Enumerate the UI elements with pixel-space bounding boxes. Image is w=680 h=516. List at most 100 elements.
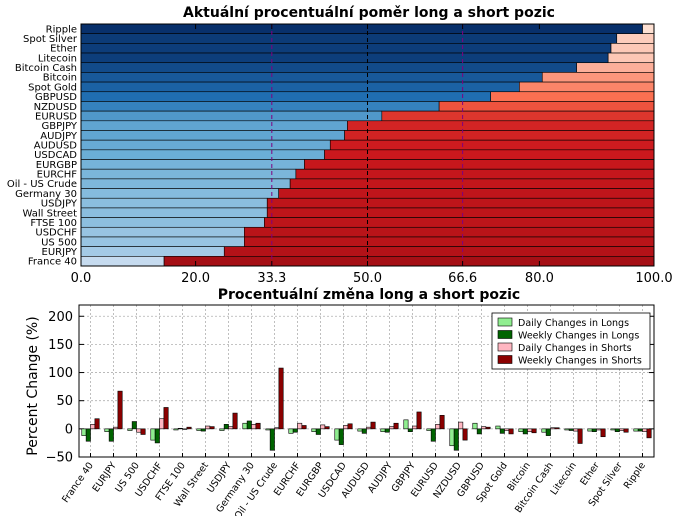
change-bar [150, 428, 156, 441]
change-bar [370, 421, 376, 430]
legend-swatch [497, 330, 513, 339]
y-tick-label: 100 [48, 366, 73, 381]
change-bar [334, 428, 340, 441]
short-bar [438, 101, 655, 112]
long-bar [80, 72, 543, 83]
change-bar [297, 422, 303, 430]
short-bar [329, 139, 655, 151]
change-bar [495, 425, 501, 430]
category-label: France 40 [28, 257, 77, 268]
change-bar [292, 428, 298, 433]
change-bar [140, 428, 146, 435]
long-bar [80, 23, 643, 34]
short-bar [278, 188, 655, 199]
chart2-ylabel: Percent Change (%) [25, 316, 41, 455]
change-bar [182, 428, 188, 430]
long-bar [80, 81, 520, 93]
x-tick-label: 50.0 [353, 271, 382, 286]
x-tick-label: 33.3 [257, 271, 286, 286]
short-bar [381, 110, 655, 122]
x-category-label: AUDJPY [366, 460, 395, 495]
change-bar [614, 428, 620, 432]
change-bar [324, 426, 330, 430]
change-bar [393, 422, 399, 430]
change-bar [485, 426, 491, 430]
change-bar [458, 421, 464, 430]
change-bar [242, 422, 248, 430]
change-bar [637, 428, 643, 432]
long-bar [80, 139, 331, 151]
change-bar [453, 428, 459, 451]
category-label: Ripple [46, 24, 77, 35]
y-tick-label: −50 [46, 451, 73, 466]
change-bar [527, 428, 533, 432]
legend-label: Weekly Changes in Longs [518, 331, 639, 342]
category-label: USDJPY [41, 199, 78, 210]
short-bar [344, 130, 655, 141]
change-bar [430, 428, 436, 442]
category-label: EURUSD [35, 111, 77, 122]
change-bar [255, 422, 261, 430]
legend-swatch [497, 317, 513, 327]
short-bar [295, 168, 655, 180]
change-bar [85, 428, 91, 442]
change-bar [223, 424, 229, 430]
category-label: Oil - US Crude [7, 179, 77, 190]
legend-label: Daily Changes in Shorts [518, 343, 632, 354]
x-tick-label: 66.6 [448, 271, 477, 286]
short-bar [223, 246, 655, 257]
long-bar [80, 120, 348, 131]
change-bar [407, 428, 413, 432]
chart1-title: Aktuální procentuální poměr long a short… [183, 5, 555, 21]
category-label: Ether [50, 44, 78, 55]
category-label: NZDUSD [34, 102, 78, 113]
short-bar [490, 91, 655, 102]
change-bar [320, 424, 326, 430]
change-bar [186, 426, 192, 430]
long-bar [80, 188, 279, 199]
chart2-title: Procentuální změna long a short pozic [218, 287, 520, 303]
category-label: USDCAD [34, 150, 77, 161]
category-label: EURGBP [36, 160, 77, 171]
category-label: AUDUSD [34, 141, 78, 152]
change-bar [439, 415, 445, 430]
change-bar [462, 428, 468, 441]
change-bar [209, 426, 215, 430]
category-label: Spot Silver [23, 34, 78, 45]
change-bar [301, 425, 307, 430]
change-bar [596, 428, 602, 431]
change-bar [531, 428, 537, 434]
change-bar [159, 418, 165, 430]
change-bar [646, 428, 652, 439]
change-bar [127, 428, 133, 431]
legend-swatch [497, 355, 513, 364]
change-bar [219, 428, 225, 431]
change-bar [274, 427, 280, 430]
change-bar [384, 428, 390, 433]
category-label: EURCHF [37, 170, 78, 181]
category-label: Bitcoin [43, 73, 77, 84]
x-tick-label: 80.0 [525, 271, 554, 286]
category-label: Litecoin [38, 53, 77, 64]
change-bar [251, 424, 257, 430]
change-bar [269, 428, 275, 451]
short-bar [163, 256, 655, 267]
short-bar [642, 23, 655, 34]
short-bar [289, 178, 655, 189]
short-bar [616, 33, 655, 44]
long-bar [80, 33, 618, 44]
change-bar [246, 420, 252, 430]
long-bar [80, 168, 297, 180]
change-bar [278, 367, 284, 430]
change-bar [642, 428, 648, 432]
short-bar [304, 159, 655, 170]
short-bar [264, 217, 655, 228]
category-label: Spot Gold [28, 82, 77, 93]
change-bar [311, 428, 317, 432]
long-bar [80, 236, 245, 247]
change-bar [610, 428, 616, 431]
change-bar [541, 428, 547, 433]
change-bar [366, 426, 372, 430]
category-label: GBPJPY [41, 121, 77, 132]
legend-swatch [497, 342, 513, 352]
